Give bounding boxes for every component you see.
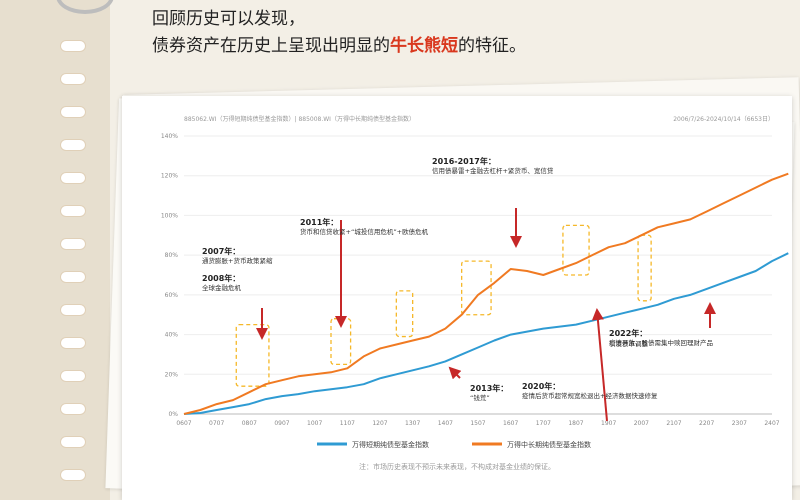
annotation-arrow: [591, 308, 608, 422]
y-tick-label: 40%: [165, 332, 179, 339]
annotation-text: 通货膨胀+货币政策紧缩: [202, 256, 273, 265]
binding-hole: [60, 271, 86, 283]
annotation-title: 2016-2017年：: [432, 156, 496, 166]
y-tick-label: 0%: [168, 411, 178, 418]
highlight-box: [235, 323, 270, 387]
annotation-text: “钱荒”: [470, 393, 490, 402]
binding-hole: [60, 436, 86, 448]
headline-line-2: 债券资产在历史上呈现出明显的牛长熊短的特征。: [152, 33, 792, 60]
binding-hole: [60, 106, 86, 118]
notebook-binding: [0, 0, 110, 500]
binding-hole: [60, 469, 86, 481]
highlight-box: [637, 234, 652, 302]
legend-label-long: 万得中长期纯债型基金指数: [507, 440, 591, 449]
x-tick-label: 1607: [503, 420, 518, 427]
chart-header-left: 885062.WI（万得短期纯债型基金指数）| 885008.WI（万得中长期纯…: [184, 116, 415, 123]
annotation-title: 2013年：: [470, 383, 508, 393]
annotation-title: 2008年：: [202, 273, 240, 283]
annotation-text: 引发债市调整: [609, 339, 649, 348]
x-tick-label: 1107: [340, 420, 355, 427]
y-tick-label: 20%: [165, 371, 179, 378]
annotation-title: 2011年：: [300, 217, 338, 227]
x-tick-label: 1507: [470, 420, 485, 427]
highlight-box: [562, 224, 590, 276]
binding-hole: [60, 40, 86, 52]
disclaimer-note: 注：市场历史表现不预示未来表现，不构成对基金业绩的保证。: [359, 463, 555, 471]
series-line-short: [183, 252, 789, 415]
binding-hole: [60, 139, 86, 151]
x-tick-label: 1807: [568, 420, 583, 427]
highlight-box: [330, 318, 352, 366]
x-tick-label: 1007: [307, 420, 322, 427]
x-tick-label: 0607: [176, 420, 191, 427]
binding-hole: [60, 337, 86, 349]
x-tick-label: 2107: [666, 420, 681, 427]
chart-header-right: 2006/7/26-2024/10/14（6653日）: [673, 116, 774, 123]
highlight-box: [461, 260, 492, 316]
annotation-title: 2020年：: [522, 381, 560, 391]
binding-hole: [60, 172, 86, 184]
headline-prefix: 债券资产在历史上呈现出明显的: [152, 36, 390, 56]
annotation-arrow: [448, 366, 462, 380]
y-tick-label: 60%: [165, 292, 179, 299]
y-tick-label: 100%: [161, 212, 178, 219]
annotation-title: 2022年：: [609, 328, 647, 338]
binding-hole: [60, 403, 86, 415]
chart-sheet: 885062.WI（万得短期纯债型基金指数）| 885008.WI（万得中长期纯…: [122, 96, 792, 500]
highlight-box: [395, 290, 414, 338]
binding-hole: [60, 73, 86, 85]
x-tick-label: 1707: [536, 420, 551, 427]
x-tick-label: 1407: [438, 420, 453, 427]
binding-hole: [60, 238, 86, 250]
x-tick-label: 2307: [732, 420, 747, 427]
x-tick-label: 1307: [405, 420, 420, 427]
x-tick-label: 2207: [699, 420, 714, 427]
annotation-text: 货币和信贷收紧+“城投信用危机”+欧债危机: [300, 227, 429, 236]
binding-hole: [60, 304, 86, 316]
binding-hole: [60, 205, 86, 217]
x-tick-label: 0807: [242, 420, 257, 427]
x-tick-label: 0907: [274, 420, 289, 427]
x-tick-label: 2407: [764, 420, 779, 427]
annotation-title: 2007年：: [202, 246, 240, 256]
headline-suffix: 的特征。: [458, 36, 526, 56]
x-tick-label: 2007: [634, 420, 649, 427]
annotation-text: 疫情后货币超常规宽松退出+经济数据快速修复: [522, 391, 658, 400]
y-tick-label: 140%: [161, 133, 178, 140]
line-chart: 0% 20% 40% 60% 80% 100% 120% 140% 0607 0707 0807 09…: [161, 133, 789, 449]
annotation-text: 疫情开放，股债需集中赎回理财产品: [609, 338, 713, 347]
annotation-text: 全球金融危机: [202, 283, 242, 292]
legend-label-short: 万得短期纯债型基金指数: [352, 440, 429, 449]
x-tick-label: 0707: [209, 420, 224, 427]
headline-line-1: 回顾历史可以发现，: [152, 9, 305, 29]
y-tick-label: 80%: [165, 252, 179, 259]
y-tick-label: 120%: [161, 173, 178, 180]
x-tick-label: 1207: [372, 420, 387, 427]
headline-highlight: 牛长熊短: [390, 36, 458, 56]
annotation-text: 信用债暴雷+金融去杠杆+紧货币、宽信贷: [432, 166, 554, 175]
headline: 回顾历史可以发现， 债券资产在历史上呈现出明显的牛长熊短的特征。: [152, 6, 792, 60]
binding-hole: [60, 370, 86, 382]
series-line-long: [183, 172, 789, 415]
x-tick-label: 1907: [601, 420, 616, 427]
